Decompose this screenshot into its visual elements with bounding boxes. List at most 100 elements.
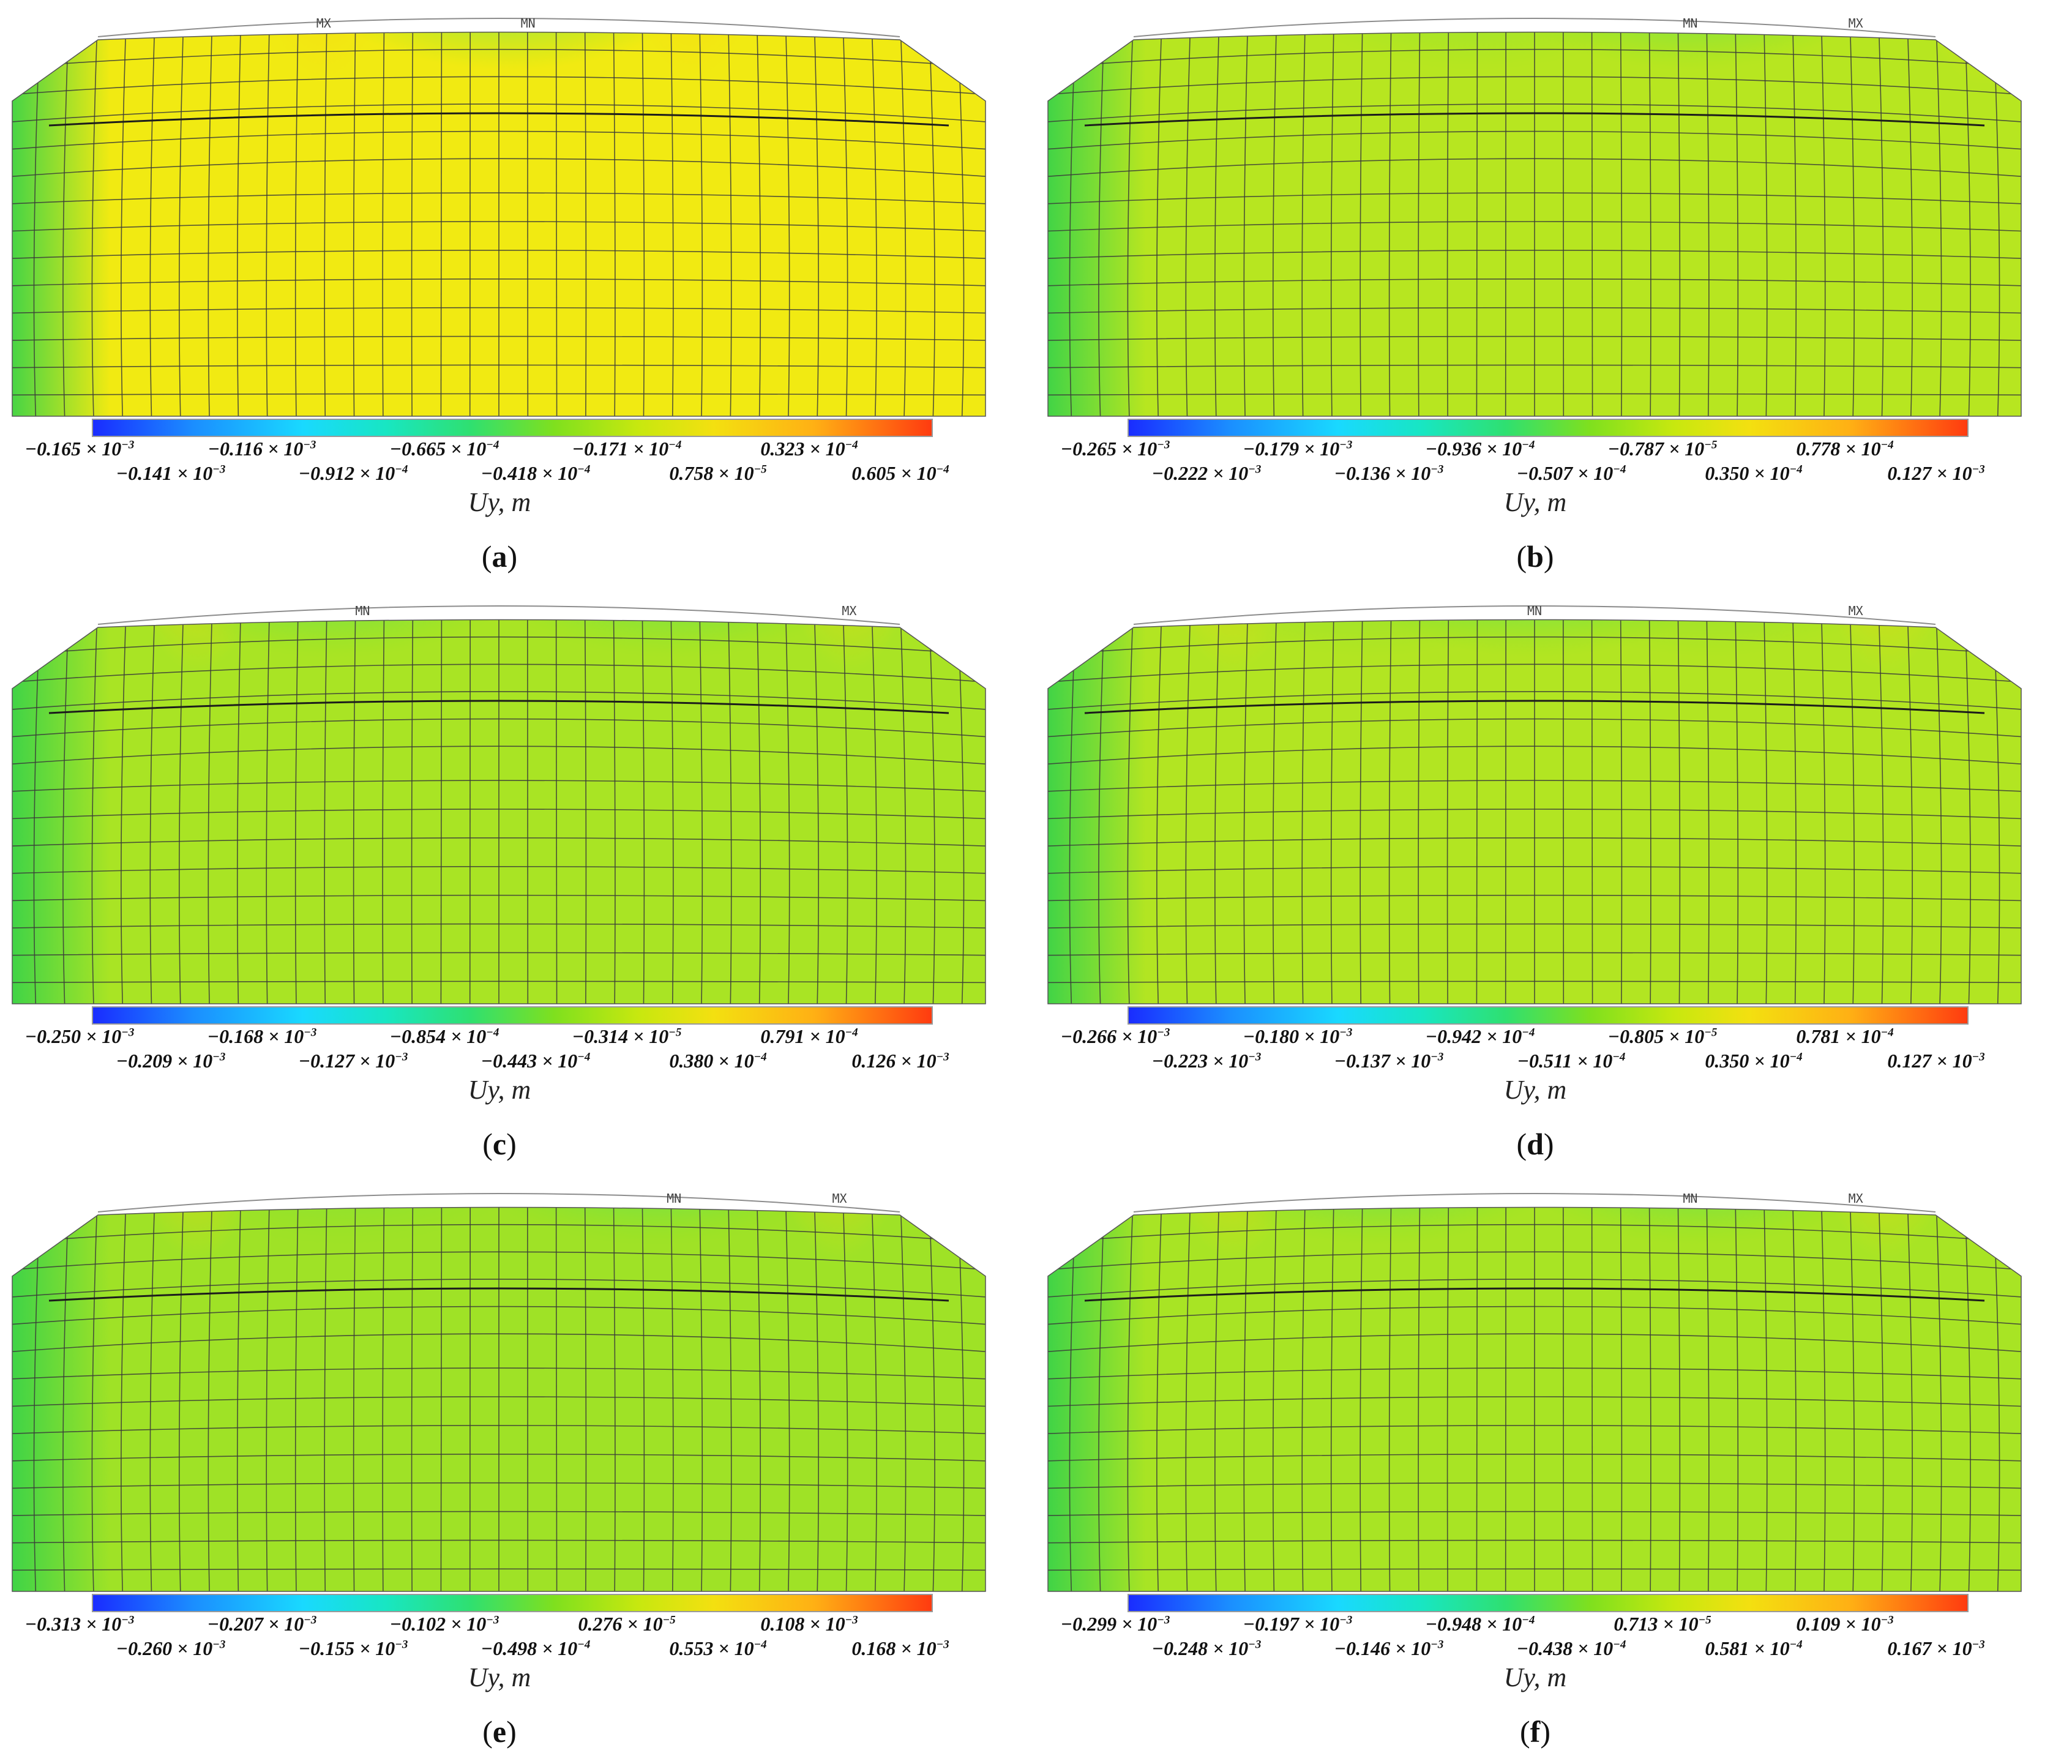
min-marker-b: MN — [1683, 16, 1697, 31]
tick-label-top-e-2: −0.102 × 10−3 — [389, 1613, 499, 1635]
tick-label-bottom-f-1: −0.146 × 10−3 — [1334, 1637, 1444, 1659]
tick-label-bottom-a-4: 0.605 × 10−4 — [851, 462, 949, 484]
scale-title-a: Uy, m — [468, 487, 531, 517]
tick-label-top-f-3: 0.713 × 10−5 — [1614, 1613, 1711, 1635]
panel-label-c: (c) — [482, 1127, 517, 1161]
panel-label-a: (a) — [481, 539, 518, 574]
tick-label-top-e-1: −0.207 × 10−3 — [207, 1613, 317, 1635]
tick-label-top-d-4: 0.781 × 10−4 — [1796, 1025, 1894, 1047]
tick-label-top-f-2: −0.948 × 10−4 — [1425, 1613, 1535, 1635]
color-scale-bar-e — [92, 1594, 933, 1612]
scale-title-f: Uy, m — [1503, 1662, 1567, 1692]
tick-label-bottom-f-3: 0.581 × 10−4 — [1705, 1637, 1803, 1659]
tick-label-bottom-b-4: 0.127 × 10−3 — [1887, 462, 1985, 484]
deformed-mesh-f: MN MX — [1047, 1191, 2022, 1592]
deformed-mesh-d: MN MX — [1047, 604, 2022, 1004]
min-marker-a: MN — [521, 16, 536, 31]
tick-label-bottom-c-2: −0.443 × 10−4 — [481, 1050, 591, 1072]
tick-label-top-b-3: −0.787 × 10−5 — [1607, 438, 1718, 460]
color-scale-bar-c — [92, 1006, 933, 1025]
tick-label-bottom-c-0: −0.209 × 10−3 — [116, 1050, 226, 1072]
tick-label-top-b-2: −0.936 × 10−4 — [1425, 438, 1535, 460]
tick-label-top-a-3: −0.171 × 10−4 — [572, 438, 682, 460]
color-scale-bar-d — [1128, 1006, 1969, 1025]
tick-label-bottom-f-4: 0.167 × 10−3 — [1887, 1637, 1985, 1659]
panel-c: MN MX −0.250 × 10−3 −0.168 × 10−3 −0.854 × 1… — [0, 588, 1036, 1175]
tick-label-bottom-f-0: −0.248 × 10−3 — [1151, 1637, 1262, 1659]
panel-label-d: (d) — [1516, 1127, 1554, 1161]
panel-e: MN MX −0.313 × 10−3 −0.207 × 10−3 −0.102 × 1… — [0, 1175, 1036, 1763]
tick-label-bottom-d-1: −0.137 × 10−3 — [1334, 1050, 1444, 1072]
min-marker-f: MN — [1683, 1191, 1697, 1206]
panel-d: MN MX −0.266 × 10−3 −0.180 × 10−3 −0.942 × 1… — [1036, 588, 2071, 1175]
scale-title-d: Uy, m — [1503, 1075, 1567, 1105]
tick-label-bottom-b-1: −0.136 × 10−3 — [1334, 462, 1444, 484]
min-marker-e: MN — [667, 1191, 681, 1206]
scale-title-c: Uy, m — [468, 1075, 531, 1105]
panel-label-f: (f) — [1520, 1714, 1550, 1749]
tick-label-bottom-e-0: −0.260 × 10−3 — [116, 1637, 226, 1659]
tick-label-bottom-a-0: −0.141 × 10−3 — [116, 462, 226, 484]
tick-label-top-e-3: 0.276 × 10−5 — [578, 1613, 676, 1635]
tick-label-top-a-1: −0.116 × 10−3 — [208, 438, 316, 460]
tick-label-top-a-4: 0.323 × 10−4 — [760, 438, 858, 460]
tick-label-top-c-2: −0.854 × 10−4 — [389, 1025, 499, 1047]
tick-label-top-f-0: −0.299 × 10−3 — [1060, 1613, 1170, 1635]
min-marker-d: MN — [1527, 604, 1542, 618]
tick-label-top-f-4: 0.109 × 10−3 — [1796, 1613, 1894, 1635]
tick-label-bottom-d-3: 0.350 × 10−4 — [1705, 1050, 1803, 1072]
tick-label-bottom-c-1: −0.127 × 10−3 — [298, 1050, 408, 1072]
deformed-mesh-c: MN MX — [12, 604, 986, 1004]
tick-label-bottom-c-4: 0.126 × 10−3 — [851, 1050, 949, 1072]
tick-label-top-f-1: −0.197 × 10−3 — [1243, 1613, 1353, 1635]
deformed-mesh-a: MX MN — [12, 16, 986, 417]
tick-label-bottom-e-1: −0.155 × 10−3 — [298, 1637, 408, 1659]
deformed-mesh-b: MN MX — [1047, 16, 2022, 417]
tick-label-bottom-c-3: 0.380 × 10−4 — [669, 1050, 767, 1072]
max-marker-e: MX — [832, 1191, 847, 1206]
panel-label-e: (e) — [482, 1714, 517, 1749]
tick-label-bottom-a-3: 0.758 × 10−5 — [669, 462, 767, 484]
tick-label-bottom-d-0: −0.223 × 10−3 — [1151, 1050, 1262, 1072]
tick-label-bottom-d-4: 0.127 × 10−3 — [1887, 1050, 1985, 1072]
tick-label-bottom-a-2: −0.418 × 10−4 — [481, 462, 591, 484]
panel-a: MX MN −0.165 × 10−3 −0.116 × 10−3 −0.665 × 1… — [0, 0, 1036, 588]
tick-label-bottom-b-2: −0.507 × 10−4 — [1516, 462, 1626, 484]
tick-label-bottom-b-3: 0.350 × 10−4 — [1705, 462, 1803, 484]
max-marker-f: MX — [1849, 1191, 1863, 1206]
tick-label-top-c-0: −0.250 × 10−3 — [24, 1025, 135, 1047]
tick-label-top-d-0: −0.266 × 10−3 — [1060, 1025, 1170, 1047]
min-marker-c: MN — [355, 604, 370, 618]
tick-label-top-d-1: −0.180 × 10−3 — [1243, 1025, 1353, 1047]
scale-title-b: Uy, m — [1503, 487, 1567, 517]
tick-label-top-e-0: −0.313 × 10−3 — [24, 1613, 135, 1635]
scale-title-e: Uy, m — [468, 1662, 531, 1692]
tick-label-bottom-f-2: −0.438 × 10−4 — [1516, 1637, 1626, 1659]
tick-label-top-d-3: −0.805 × 10−5 — [1607, 1025, 1718, 1047]
panel-f: MN MX −0.299 × 10−3 −0.197 × 10−3 −0.948 × 1… — [1036, 1175, 2071, 1763]
tick-label-bottom-e-4: 0.168 × 10−3 — [851, 1637, 949, 1659]
tick-label-top-c-1: −0.168 × 10−3 — [207, 1025, 317, 1047]
tick-label-top-b-4: 0.778 × 10−4 — [1796, 438, 1894, 460]
tick-label-top-e-4: 0.108 × 10−3 — [760, 1613, 858, 1635]
tick-label-top-c-4: 0.791 × 10−4 — [760, 1025, 858, 1047]
color-scale-bar-b — [1128, 419, 1969, 437]
tick-label-top-b-0: −0.265 × 10−3 — [1060, 438, 1170, 460]
max-marker-c: MX — [842, 604, 856, 618]
max-marker-a: MX — [316, 16, 331, 31]
color-scale-bar-f — [1128, 1594, 1969, 1612]
tick-label-bottom-e-3: 0.553 × 10−4 — [669, 1637, 767, 1659]
tick-label-top-b-1: −0.179 × 10−3 — [1243, 438, 1353, 460]
tick-label-top-d-2: −0.942 × 10−4 — [1425, 1025, 1535, 1047]
tick-label-top-a-2: −0.665 × 10−4 — [389, 438, 499, 460]
tick-label-top-a-0: −0.165 × 10−3 — [24, 438, 135, 460]
deformed-mesh-e: MN MX — [12, 1191, 986, 1592]
tick-label-bottom-a-1: −0.912 × 10−4 — [298, 462, 408, 484]
tick-label-bottom-d-2: −0.511 × 10−4 — [1517, 1050, 1626, 1072]
tick-label-top-c-3: −0.314 × 10−5 — [572, 1025, 682, 1047]
max-marker-d: MX — [1849, 604, 1863, 618]
tick-label-bottom-b-0: −0.222 × 10−3 — [1151, 462, 1262, 484]
tick-label-bottom-e-2: −0.498 × 10−4 — [481, 1637, 591, 1659]
panel-label-b: (b) — [1516, 539, 1554, 574]
panel-b: MN MX −0.265 × 10−3 −0.179 × 10−3 −0.936 × 1… — [1036, 0, 2071, 588]
